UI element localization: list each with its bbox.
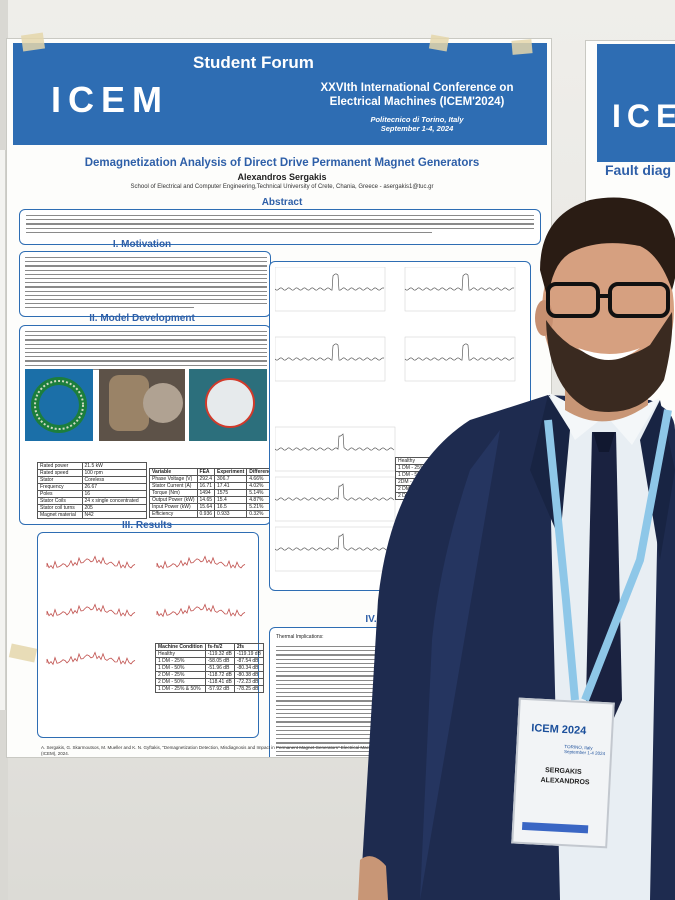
spectrum-line bbox=[156, 603, 246, 618]
main-poster: Student Forum ICEM XXVIth International … bbox=[6, 38, 552, 758]
badge-surname: SERGAKIS bbox=[544, 767, 582, 776]
motivation-box bbox=[19, 251, 271, 317]
fea-table-row: Efficiency 0.936 0.933 0.32% bbox=[149, 510, 277, 518]
abstract-heading: Abstract bbox=[261, 197, 303, 208]
icem-logo: ICEM bbox=[51, 79, 169, 120]
side-poster-logo: ICEM bbox=[612, 98, 675, 134]
venue: Politecnico di Torino, Italy bbox=[370, 115, 464, 124]
hand bbox=[358, 856, 388, 900]
forum-label: Student Forum bbox=[193, 53, 314, 72]
fea-comparison-table: Variable FEA Experiment Difference Phase Vol… bbox=[149, 468, 277, 518]
plot-frame bbox=[275, 426, 396, 472]
pm-table-cell: N42 bbox=[81, 511, 147, 519]
pm-table-row: Magnet material N42 bbox=[37, 511, 147, 519]
badge-event: ICEM 2024 bbox=[530, 722, 587, 738]
conference-line-1: XXVIth International Conference on bbox=[320, 82, 514, 94]
results-box bbox=[37, 532, 259, 738]
results-heading: III. Results bbox=[121, 520, 172, 531]
waveform-line bbox=[275, 343, 385, 361]
model-figures bbox=[25, 369, 267, 441]
fea-table-cell: Efficiency bbox=[149, 510, 198, 518]
poster-affiliation: School of Electrical and Computer Engine… bbox=[130, 184, 434, 190]
model-heading: II. Model Development bbox=[89, 313, 195, 324]
glasses bbox=[546, 282, 670, 318]
thermal-title: Thermal Implications: bbox=[276, 634, 324, 640]
mcsa-table-cell: -78.25 dB bbox=[233, 685, 264, 693]
spectrum-line bbox=[156, 555, 246, 570]
plot-frame bbox=[275, 336, 386, 382]
conference-venue: Politecnico di Torino, Italy September 1… bbox=[297, 115, 537, 133]
tie bbox=[586, 432, 622, 740]
waveform-line bbox=[275, 273, 385, 291]
motivation-heading: I. Motivation bbox=[112, 239, 172, 250]
conference-line-2: Electrical Machines (ICEM'2024) bbox=[329, 96, 505, 108]
waveform-line bbox=[404, 343, 515, 361]
reference: A. Sergakis, G. Skarmoutsos, M. Mueller … bbox=[41, 745, 380, 756]
waveform-line bbox=[275, 483, 395, 501]
plot-frame bbox=[275, 267, 386, 312]
lanyard bbox=[544, 419, 579, 701]
left-poster-edge bbox=[0, 150, 6, 710]
spectrum-plots bbox=[46, 555, 246, 666]
spectrum-line bbox=[46, 555, 136, 570]
spectrum-line bbox=[46, 603, 136, 618]
spectrum-line bbox=[46, 651, 136, 666]
name-badge: ICEM 2024 TORINO, Italy September 1-4 20… bbox=[511, 697, 615, 849]
hair bbox=[540, 197, 675, 300]
pm-characteristics-table: Rated power 21.5 kW Rated speed 100 rpm Stat… bbox=[37, 462, 147, 519]
abstract-box bbox=[19, 209, 541, 245]
poster-header: Student Forum ICEM XXVIth International … bbox=[13, 43, 547, 145]
mcsa-table: Machine Condition fs-fs/2 2fs Healthy -119.3… bbox=[155, 643, 264, 693]
poster-author: Alexandros Sergakis bbox=[237, 172, 327, 182]
waveform-line bbox=[275, 433, 395, 451]
waveform-line bbox=[404, 273, 515, 291]
mcsa-table-row: Healthy -119.32 dB -119.19 dB bbox=[155, 650, 264, 658]
mcsa-table-row: 1 DM - 25% & 50% -57.92 dB -78.25 dB bbox=[155, 685, 264, 693]
waveform-line bbox=[275, 533, 395, 551]
waveform-plots bbox=[275, 267, 516, 572]
badge-location: TORINO, Italy September 1-4 2024 bbox=[563, 744, 606, 757]
badge-given-name: ALEXANDROS bbox=[540, 776, 590, 787]
side-poster-title: Fault diag bbox=[605, 162, 672, 178]
side-poster-header bbox=[597, 44, 675, 162]
badge-stripe bbox=[521, 821, 589, 834]
dates: September 1-4, 2024 bbox=[380, 124, 454, 133]
poster-title: Demagnetization Analysis of Direct Drive… bbox=[84, 157, 480, 169]
conference-name: XXVIth International Conference on Elect… bbox=[297, 81, 537, 109]
